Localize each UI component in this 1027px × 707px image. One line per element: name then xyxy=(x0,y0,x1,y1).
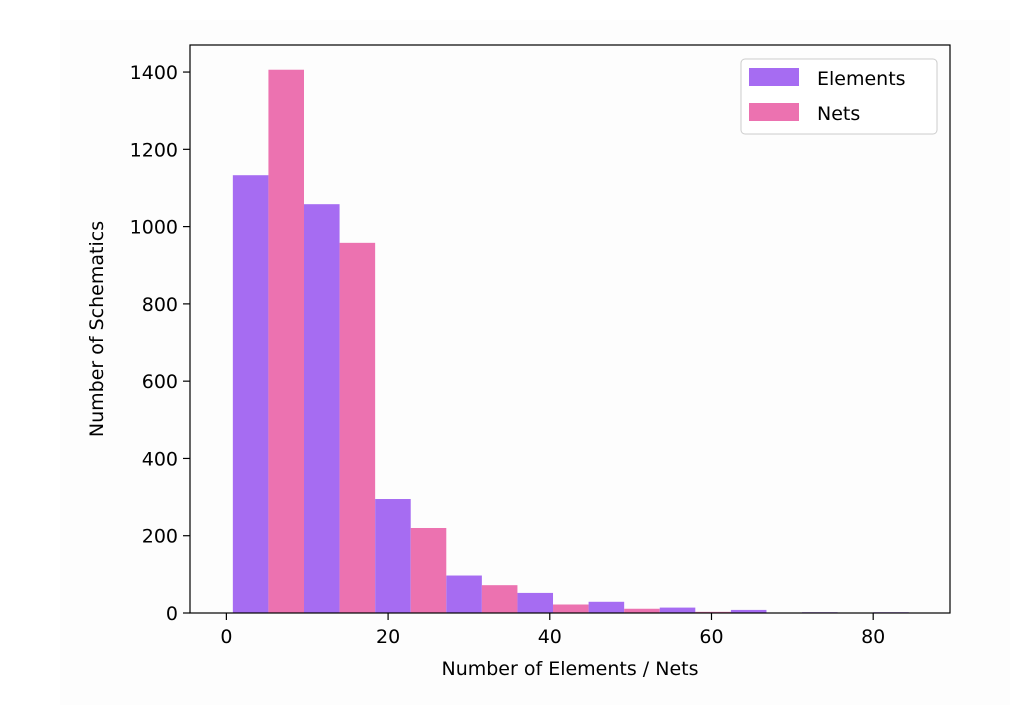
y-tick-label: 1000 xyxy=(130,217,178,239)
bar-elements-5 xyxy=(588,601,625,613)
bar-elements-3 xyxy=(446,575,482,613)
legend-label-nets: Nets xyxy=(817,103,860,125)
y-axis-label: Number of Schematics xyxy=(86,221,108,437)
bar-elements-1 xyxy=(304,204,340,613)
bar-elements-7 xyxy=(730,609,767,613)
legend: Elements Nets xyxy=(740,58,938,135)
x-axis-label: Number of Elements / Nets xyxy=(441,658,698,680)
bar-elements-2 xyxy=(375,499,411,613)
legend-label-elements: Elements xyxy=(817,68,906,90)
x-tick-label: 60 xyxy=(699,626,723,648)
x-tick-label: 0 xyxy=(220,626,232,648)
x-tick-label: 40 xyxy=(538,626,562,648)
plot-frame xyxy=(189,44,951,614)
x-axis: 0 20 40 60 80 xyxy=(220,613,885,648)
bars-layer xyxy=(232,69,909,614)
y-tick-label: 0 xyxy=(166,603,178,625)
y-tick-label: 400 xyxy=(142,448,178,470)
x-tick-label: 80 xyxy=(861,626,885,648)
bar-elements-6 xyxy=(659,607,696,613)
y-tick-label: 800 xyxy=(142,294,178,316)
legend-swatch-elements xyxy=(749,68,799,86)
y-axis: 0 200 400 600 800 1000 1200 1400 xyxy=(130,62,190,625)
bar-elements-0 xyxy=(232,175,269,613)
bar-elements-4 xyxy=(517,592,554,613)
y-tick-label: 1200 xyxy=(130,139,178,161)
y-tick-label: 1400 xyxy=(130,62,178,84)
bar-nets-0 xyxy=(268,69,304,614)
x-tick-label: 20 xyxy=(376,626,400,648)
y-tick-label: 200 xyxy=(142,526,178,548)
bar-nets-5 xyxy=(624,608,660,613)
bar-nets-4 xyxy=(553,604,589,613)
bar-nets-1 xyxy=(339,242,376,613)
legend-swatch-nets xyxy=(749,103,799,121)
bar-nets-2 xyxy=(410,527,447,613)
bar-nets-3 xyxy=(481,585,518,613)
y-tick-label: 600 xyxy=(142,371,178,393)
